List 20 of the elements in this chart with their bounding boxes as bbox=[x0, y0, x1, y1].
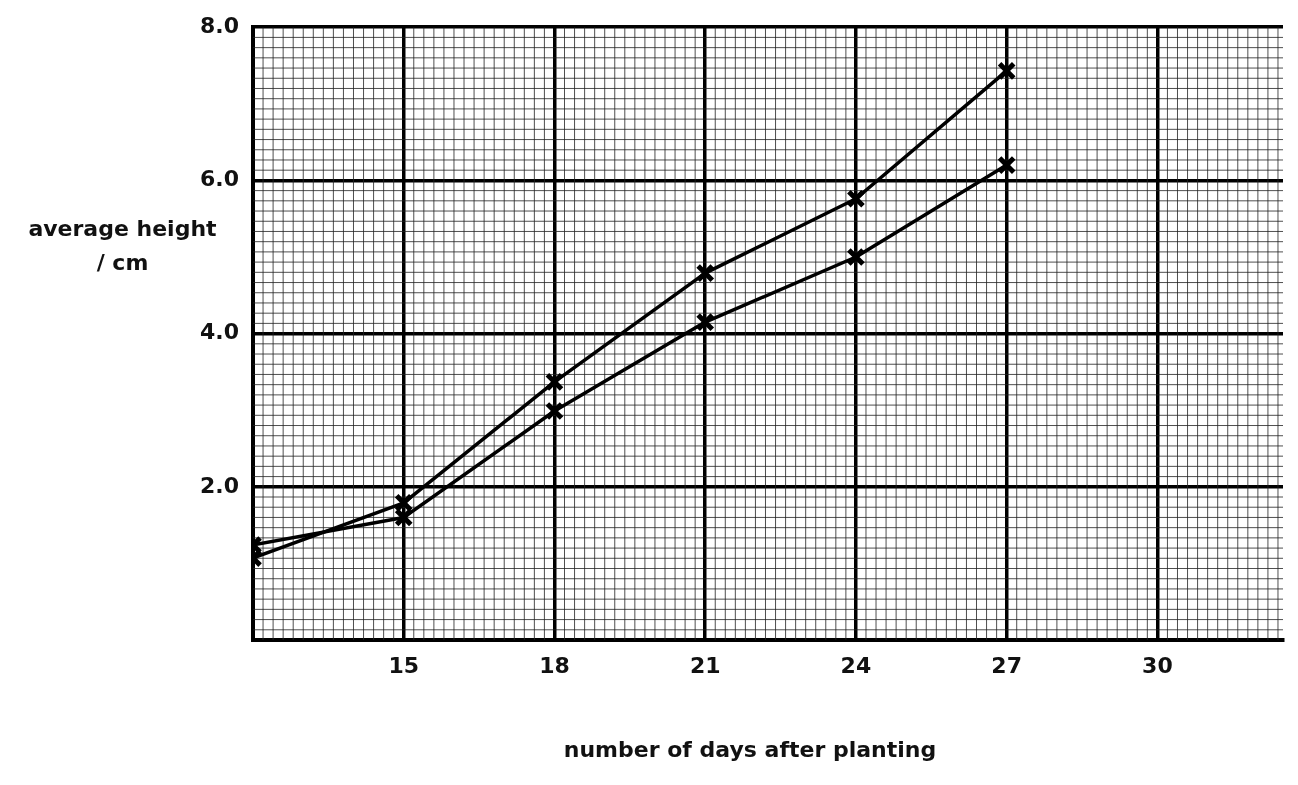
x-tick-label: 30 bbox=[1142, 652, 1173, 678]
point bbox=[544, 401, 565, 421]
y-axis-title: average height / cm bbox=[27, 215, 218, 277]
point bbox=[695, 312, 715, 332]
y-tick-label: 6.0 bbox=[200, 166, 239, 192]
x-tick-label: 18 bbox=[539, 652, 570, 678]
x-tick-label: 15 bbox=[388, 652, 420, 678]
y-tick-label: 2.0 bbox=[200, 472, 239, 498]
point bbox=[695, 263, 715, 283]
point bbox=[544, 372, 565, 392]
x-axis-title: number of days after planting bbox=[562, 737, 938, 762]
point bbox=[997, 61, 1017, 81]
point bbox=[997, 155, 1017, 175]
y-tick-label: 8.0 bbox=[200, 12, 239, 38]
x-tick-label: 27 bbox=[991, 652, 1022, 678]
y-tick-label: 4.0 bbox=[200, 319, 239, 345]
x-tick-label: 24 bbox=[840, 652, 872, 678]
point bbox=[846, 189, 866, 209]
point bbox=[846, 247, 866, 267]
x-tick-label: 21 bbox=[689, 652, 721, 678]
